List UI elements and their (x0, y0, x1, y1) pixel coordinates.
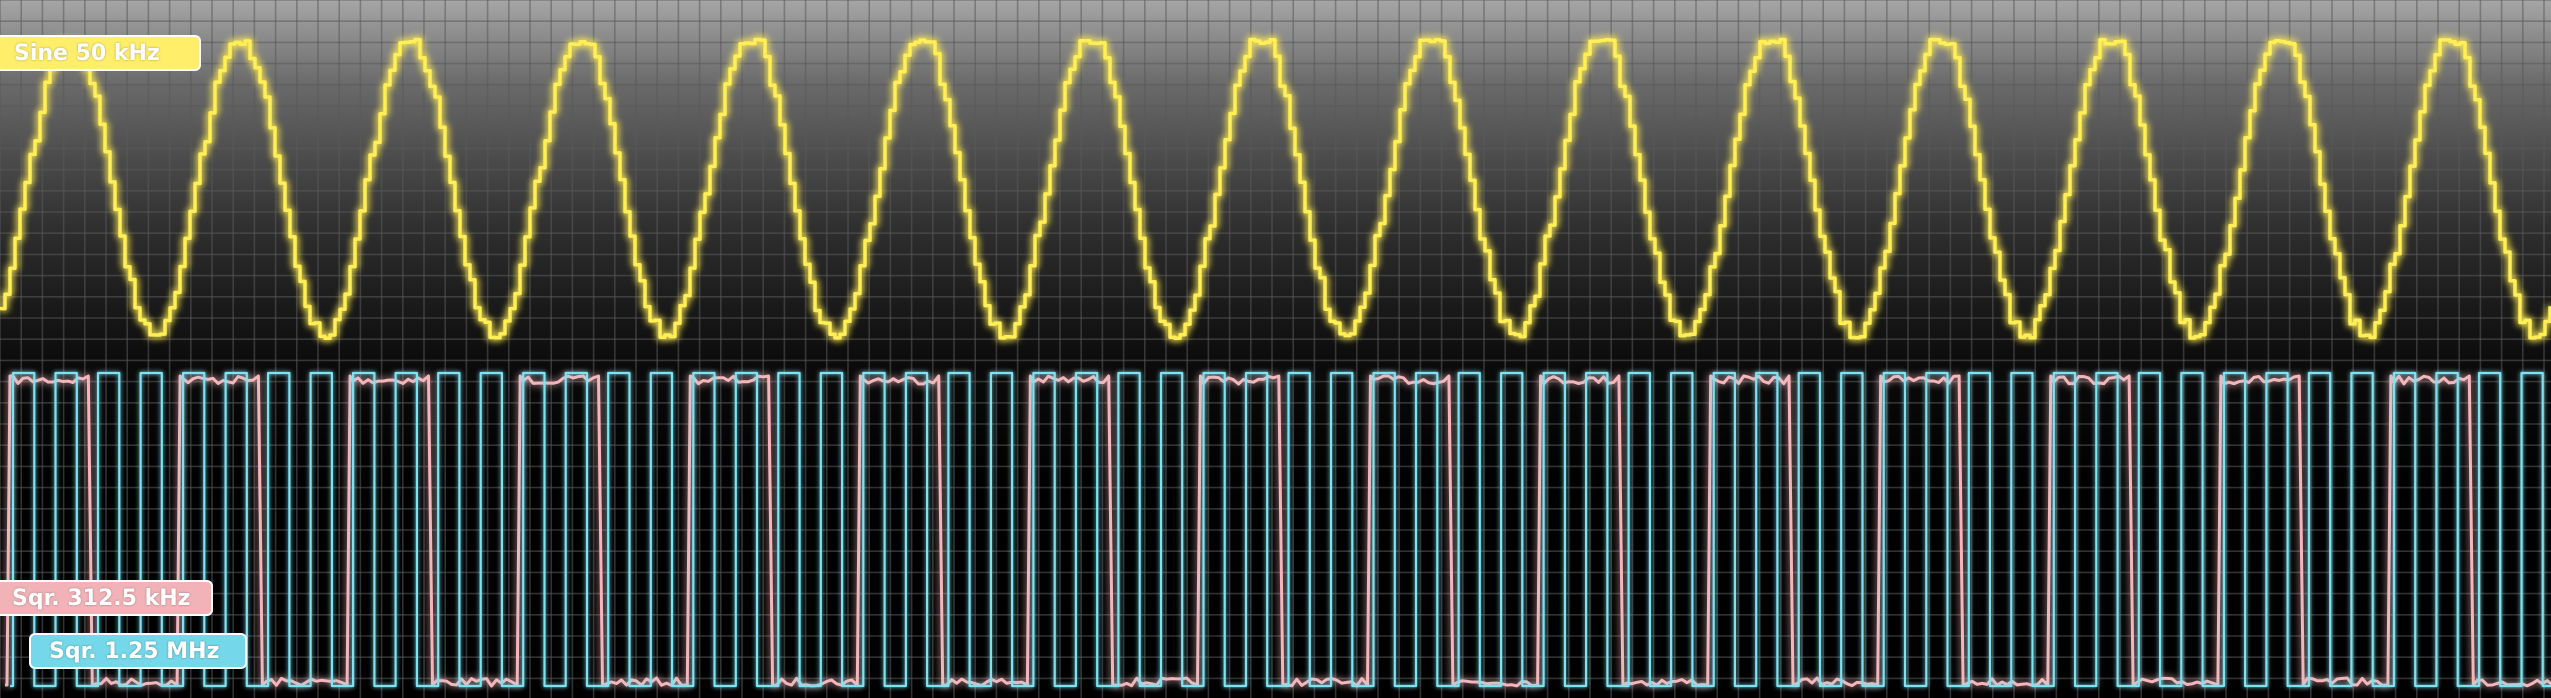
sine-trace (0, 37, 2551, 341)
square-1250-trace (10, 371, 2551, 688)
sine-series-label: Sine 50 kHz (0, 35, 201, 71)
traces (0, 37, 2551, 688)
square-312-series-label: Sqr. 312.5 kHz (0, 580, 213, 616)
square-312-trace (5, 374, 2551, 688)
square-1250-series-label: Sqr. 1.25 MHz (29, 633, 247, 669)
